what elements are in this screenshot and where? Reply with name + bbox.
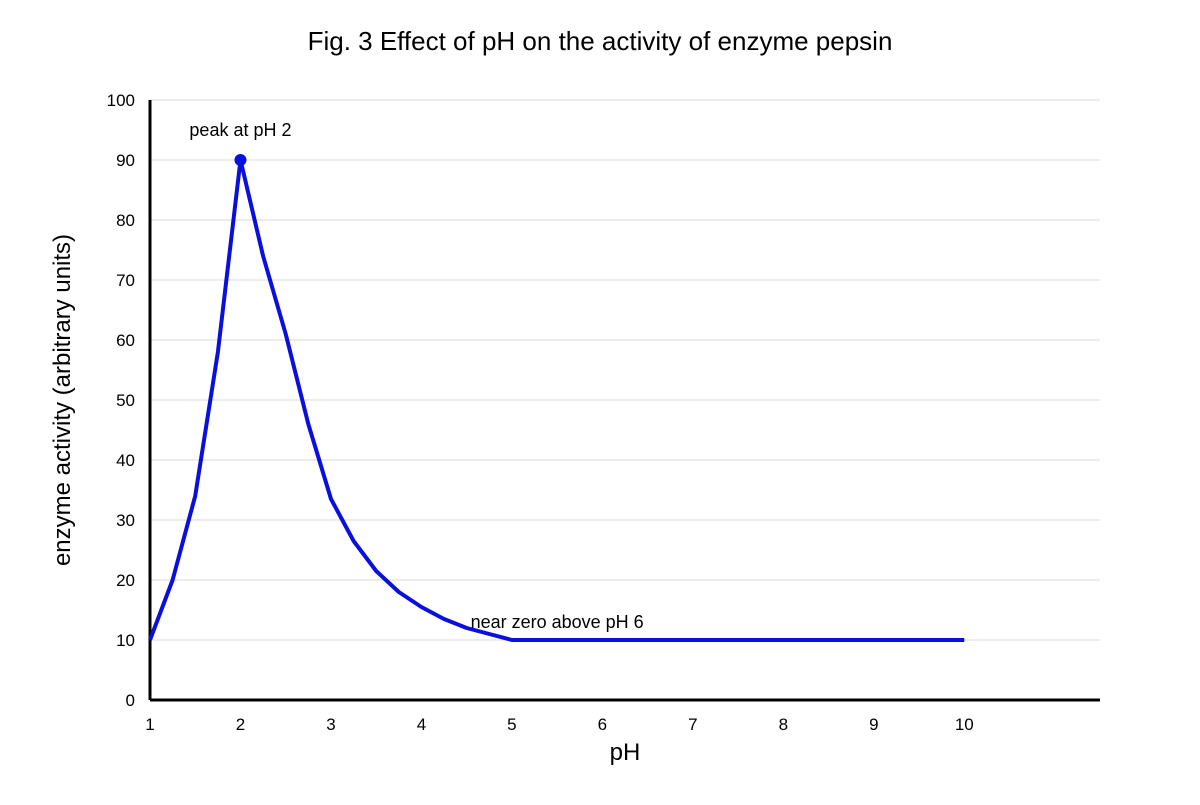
x-tick-label: 8 xyxy=(779,715,788,734)
x-tick-label: 9 xyxy=(869,715,878,734)
tick-labels: 0 10 20 30 40 50 60 70 80 90 100 1 2 3 4 5 6 7 8 9 10 xyxy=(107,91,974,734)
x-tick-label: 3 xyxy=(326,715,335,734)
y-tick-label: 80 xyxy=(116,211,135,230)
x-tick-label: 1 xyxy=(145,715,154,734)
y-tick-label: 40 xyxy=(116,451,135,470)
series-line xyxy=(148,158,965,642)
y-tick-label: 30 xyxy=(116,511,135,530)
y-tick-label: 0 xyxy=(126,691,135,710)
y-tick-label: 50 xyxy=(116,391,135,410)
markers xyxy=(234,154,247,166)
y-tick-label: 70 xyxy=(116,271,135,290)
annotations: peak at pH 2 near zero above pH 6 xyxy=(189,120,643,632)
y-tick-label: 100 xyxy=(107,91,135,110)
chart-title: Fig. 3 Effect of pH on the activity of e… xyxy=(308,26,893,56)
annotation-label: near zero above pH 6 xyxy=(471,612,644,632)
axes xyxy=(148,100,1100,702)
x-tick-label: 10 xyxy=(955,715,974,734)
x-axis-title: pH xyxy=(610,739,641,766)
y-tick-label: 60 xyxy=(116,331,135,350)
x-tick-label: 2 xyxy=(236,715,245,734)
y-tick-label: 20 xyxy=(116,571,135,590)
y-axis-title: enzyme activity (arbitrary units) xyxy=(49,234,76,566)
peak-point xyxy=(234,154,247,166)
annotation-label: peak at pH 2 xyxy=(189,120,291,140)
gridlines xyxy=(150,99,1100,641)
x-tick-label: 6 xyxy=(598,715,607,734)
series xyxy=(148,158,965,642)
x-tick-label: 5 xyxy=(507,715,516,734)
y-tick-label: 90 xyxy=(116,151,135,170)
x-tick-label: 7 xyxy=(688,715,697,734)
x-tick-label: 4 xyxy=(417,715,426,734)
y-tick-label: 10 xyxy=(116,631,135,650)
